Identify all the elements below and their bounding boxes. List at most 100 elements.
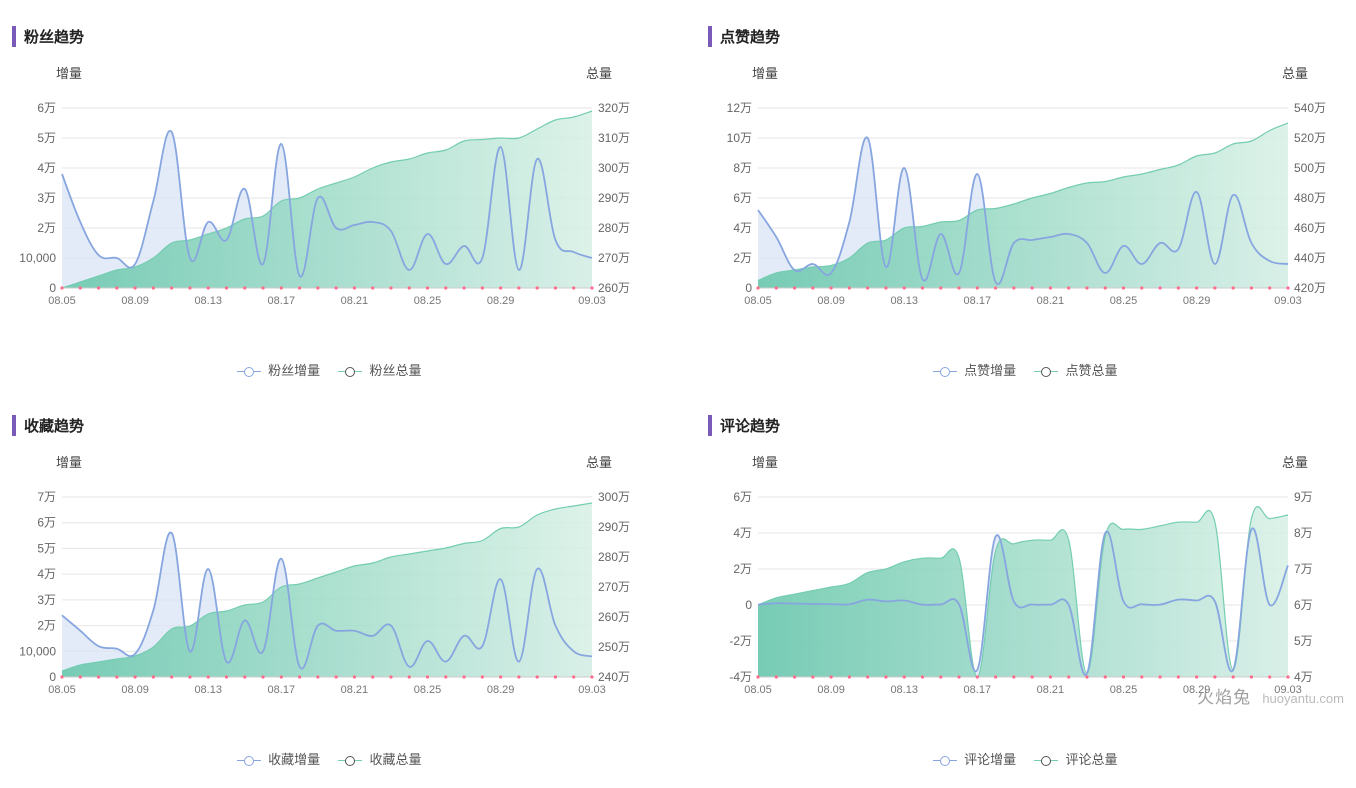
left-axis-label: 增量 [752,63,778,82]
svg-text:08.29: 08.29 [1183,295,1211,307]
right-axis-label: 总量 [586,452,612,471]
svg-text:8万: 8万 [1294,526,1313,540]
svg-text:270万: 270万 [598,580,630,594]
svg-text:0: 0 [49,670,56,684]
svg-text:480万: 480万 [1294,191,1326,205]
panel-title: 收藏趋势 [12,415,648,436]
svg-text:460万: 460万 [1294,221,1326,235]
svg-text:08.25: 08.25 [1110,684,1138,696]
svg-text:08.17: 08.17 [964,684,992,696]
svg-text:08.05: 08.05 [48,295,76,307]
panel-comment: 评论趋势 增量 总量 -4万-2万02万4万6万4万5万6万7万8万9万08.0… [708,409,1344,768]
svg-text:08.17: 08.17 [964,295,992,307]
svg-text:08.05: 08.05 [744,684,772,696]
svg-text:260万: 260万 [598,281,630,295]
svg-text:260万: 260万 [598,610,630,624]
left-axis-label: 增量 [752,452,778,471]
svg-text:6万: 6万 [733,191,752,205]
svg-text:5万: 5万 [37,131,56,145]
svg-text:10,000: 10,000 [19,251,56,265]
svg-text:5万: 5万 [37,541,56,555]
svg-text:08.13: 08.13 [194,684,222,696]
svg-text:9万: 9万 [1294,490,1313,504]
legend-item-total: 点赞总量 [1065,363,1117,378]
svg-text:08.13: 08.13 [194,295,222,307]
svg-text:08.29: 08.29 [487,295,515,307]
svg-text:10,000: 10,000 [19,644,56,658]
left-axis-label: 增量 [56,452,82,471]
svg-text:08.05: 08.05 [48,684,76,696]
legend: .legend .marker:nth-of-type(1)::after{bo… [708,360,1328,379]
legend-item-increment: 评论增量 [964,752,1016,767]
svg-text:08.21: 08.21 [341,295,369,307]
svg-text:4万: 4万 [37,567,56,581]
chart-likes: 02万4万6万8万10万12万420万440万460万480万500万520万5… [708,88,1328,332]
svg-text:0: 0 [745,281,752,295]
svg-text:3万: 3万 [37,593,56,607]
svg-text:280万: 280万 [598,550,630,564]
chart-fans: 010,0002万3万4万5万6万260万270万280万290万300万310… [12,88,632,332]
svg-text:5万: 5万 [1294,634,1313,648]
svg-text:6万: 6万 [1294,598,1313,612]
svg-text:08.09: 08.09 [121,684,149,696]
legend-item-increment: 点赞增量 [964,363,1016,378]
svg-text:0: 0 [49,281,56,295]
svg-text:420万: 420万 [1294,281,1326,295]
right-axis-label: 总量 [1282,63,1308,82]
watermark-url: huoyantu.com [1262,691,1344,706]
svg-text:08.09: 08.09 [817,295,845,307]
svg-text:7万: 7万 [37,490,56,504]
svg-text:4万: 4万 [37,161,56,175]
svg-text:08.25: 08.25 [1110,295,1138,307]
panel-title: 粉丝趋势 [12,26,648,47]
svg-text:09.03: 09.03 [578,684,606,696]
svg-text:250万: 250万 [598,640,630,654]
svg-text:4万: 4万 [733,221,752,235]
panel-title: 点赞趋势 [708,26,1344,47]
svg-text:440万: 440万 [1294,251,1326,265]
svg-text:520万: 520万 [1294,131,1326,145]
svg-text:6万: 6万 [37,101,56,115]
svg-text:290万: 290万 [598,520,630,534]
legend-item-total: 粉丝总量 [369,363,421,378]
svg-text:08.21: 08.21 [1037,295,1065,307]
svg-text:300万: 300万 [598,490,630,504]
svg-text:08.09: 08.09 [817,684,845,696]
svg-text:8万: 8万 [733,161,752,175]
right-axis-label: 总量 [1282,452,1308,471]
right-axis-label: 总量 [586,63,612,82]
svg-text:310万: 310万 [598,131,630,145]
watermark-brand: 火焰兔 [1197,688,1251,707]
svg-text:290万: 290万 [598,191,630,205]
svg-text:6万: 6万 [733,490,752,504]
svg-text:0: 0 [745,598,752,612]
svg-text:-2万: -2万 [729,634,752,648]
legend: .legend .marker:nth-of-type(1)::after{bo… [12,360,632,379]
svg-text:08.05: 08.05 [744,295,772,307]
svg-text:540万: 540万 [1294,101,1326,115]
svg-text:08.25: 08.25 [414,684,442,696]
svg-text:2万: 2万 [733,251,752,265]
svg-text:08.29: 08.29 [487,684,515,696]
legend: .legend .marker:nth-of-type(1)::after{bo… [708,749,1328,768]
svg-text:280万: 280万 [598,221,630,235]
svg-text:08.17: 08.17 [268,295,296,307]
svg-text:08.21: 08.21 [341,684,369,696]
svg-text:08.09: 08.09 [121,295,149,307]
svg-text:10万: 10万 [727,131,752,145]
svg-text:7万: 7万 [1294,562,1313,576]
left-axis-label: 增量 [56,63,82,82]
legend: .legend .marker:nth-of-type(1)::after{bo… [12,749,632,768]
svg-text:270万: 270万 [598,251,630,265]
panel-title: 评论趋势 [708,415,1344,436]
watermark: 火焰兔 huoyantu.com [1197,683,1344,708]
legend-item-increment: 粉丝增量 [268,363,320,378]
svg-text:-4万: -4万 [729,670,752,684]
svg-text:500万: 500万 [1294,161,1326,175]
panel-fans: 粉丝趋势 增量 总量 010,0002万3万4万5万6万260万270万280万… [12,20,648,379]
svg-text:09.03: 09.03 [1274,295,1302,307]
panel-fav: 收藏趋势 增量 总量 010,0002万3万4万5万6万7万240万250万26… [12,409,648,768]
svg-text:08.17: 08.17 [268,684,296,696]
svg-text:08.13: 08.13 [890,295,918,307]
svg-text:300万: 300万 [598,161,630,175]
